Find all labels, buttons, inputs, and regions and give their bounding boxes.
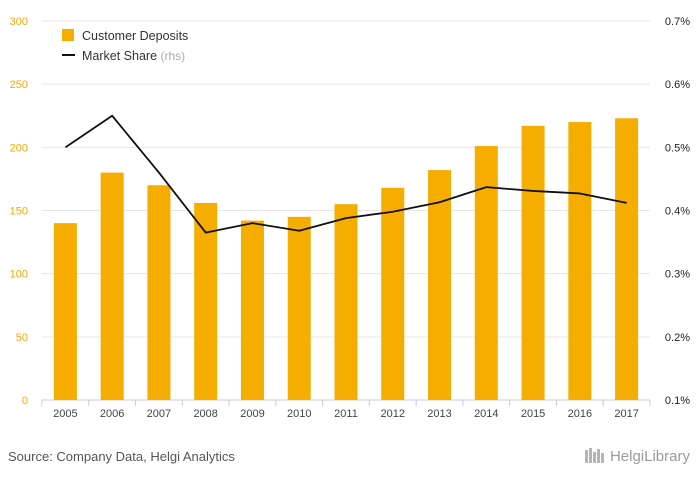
deposit-bar [194,202,218,400]
x-tick-label: 2016 [568,408,592,420]
deposit-bar [428,170,452,400]
legend-swatch-deposits [62,29,74,41]
deposit-bar [521,125,545,401]
x-tick-label: 2008 [193,408,217,420]
deposit-bar [568,122,592,401]
x-tick-label: 2005 [53,408,77,420]
deposit-bars [53,118,639,401]
left-tick-label: 150 [10,206,28,218]
right-tick-label: 0.3% [665,269,690,281]
deposit-bar [287,216,311,400]
source-note: Source: Company Data, Helgi Analytics [8,449,235,464]
right-tick-label: 0.7% [665,16,690,28]
x-tick-label: 2007 [147,408,171,420]
right-tick-label: 0.6% [665,79,690,91]
x-tick-label: 2017 [614,408,638,420]
x-tick-label: 2014 [474,408,498,420]
legend: Customer Deposits Market Share (rhs) [62,29,188,63]
x-tick-label: 2015 [521,408,545,420]
market-share-line-group [64,114,627,234]
left-tick-label: 50 [16,332,28,344]
deposit-bar [615,118,639,400]
left-tick-label: 0 [22,395,28,407]
left-axis-ticks: 0 50 100 150 200 250 300 [10,16,28,407]
x-axis: 2005 2006 2007 2008 2009 2010 2011 2012 2013 2014… [41,400,651,420]
legend-label-deposits: Customer Deposits [82,29,188,43]
deposit-bar [381,187,405,400]
right-tick-label: 0.2% [665,332,690,344]
left-tick-label: 100 [10,269,28,281]
brand-name: HelgiLibrary [609,447,690,465]
deposit-bar [53,223,77,400]
deposit-bar [100,172,124,400]
right-tick-label: 0.5% [665,142,690,154]
deposit-bar [147,185,171,400]
x-tick-label: 2011 [334,408,358,420]
x-tick-label: 2013 [427,408,451,420]
right-tick-label: 0.1% [665,395,690,407]
library-icon [584,448,604,463]
legend-label-market-share: Market Share (rhs) [82,49,185,63]
left-tick-label: 250 [10,79,28,91]
deposit-bar [334,204,358,400]
left-tick-label: 300 [10,16,28,28]
x-tick-label: 2012 [381,408,405,420]
left-tick-label: 200 [10,142,28,154]
deposit-bar [240,220,264,400]
market-share-line [64,114,627,234]
brand-logo: HelgiLibrary [584,447,690,465]
x-tick-label: 2010 [287,408,311,420]
deposit-bar [474,146,498,400]
right-tick-label: 0.4% [665,206,690,218]
right-axis-ticks: 0.1% 0.2% 0.3% 0.4% 0.5% 0.6% 0.7% [665,16,690,407]
x-tick-label: 2006 [100,408,124,420]
x-tick-label: 2009 [240,408,264,420]
